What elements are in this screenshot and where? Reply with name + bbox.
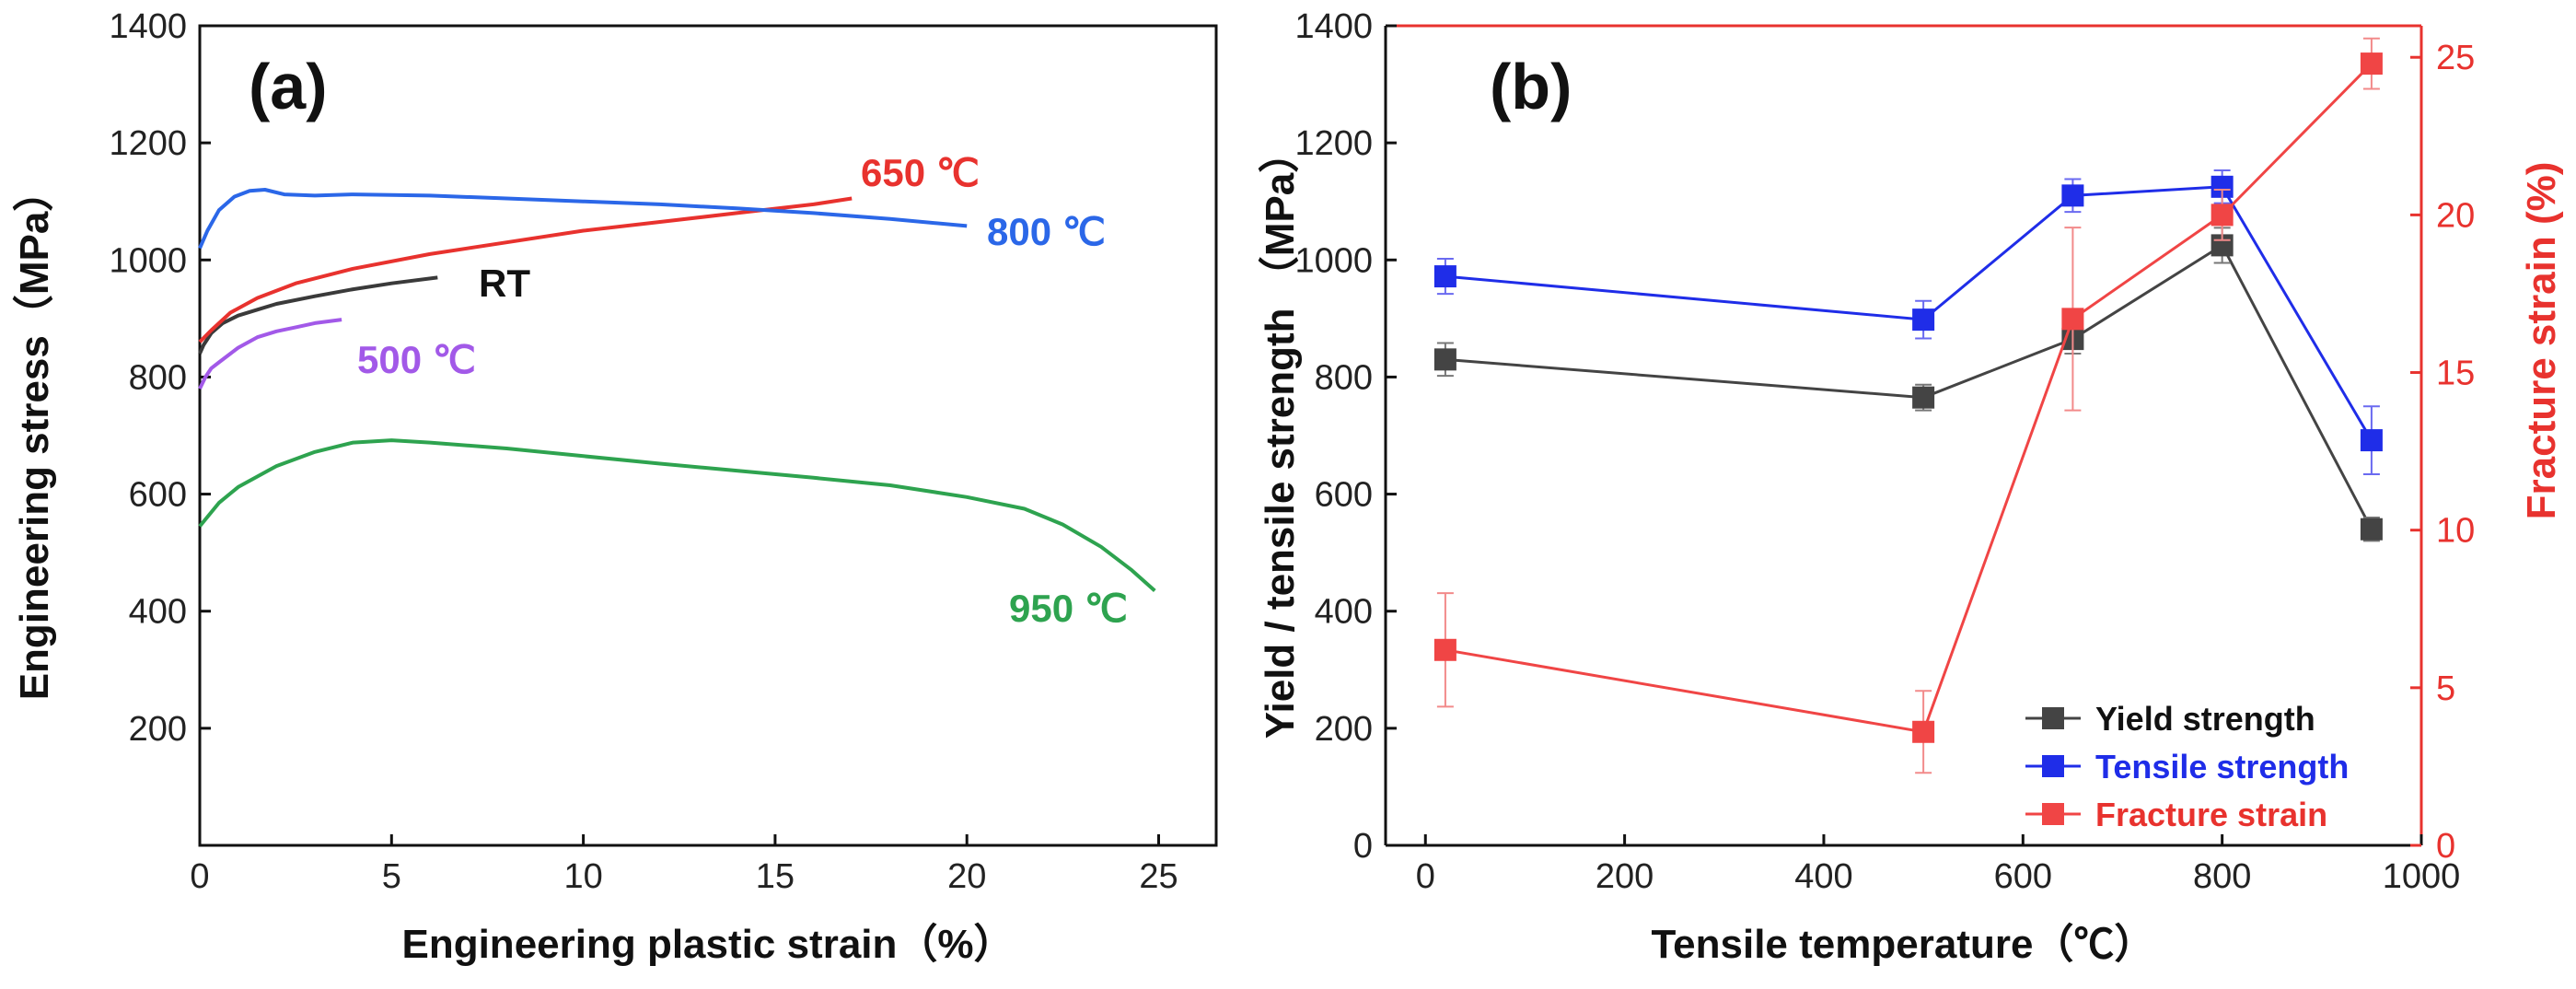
panel-a-x-tick-label: 10 [563,857,602,896]
panel-a-x-tick-label: 0 [190,857,209,896]
panel-b-x-ticks: 0 200 400 600 800 1000 [1416,834,2461,896]
curve-label-950: 950 ℃ [1009,587,1128,630]
marker-tensile-strength [2360,429,2383,452]
curve-label-650: 650 ℃ [861,151,980,194]
marker-yield-strength [2360,518,2383,541]
marker-fracture-strain [2360,52,2383,76]
panel-a-y-tick-label: 200 [129,710,187,749]
legend-marker-tensile-strength [2042,755,2064,777]
series-line-fracture-strain [1445,63,2373,734]
marker-fracture-strain [1912,720,1935,743]
panel-a-y-tick-label: 600 [129,476,187,515]
marker-tensile-strength [1433,265,1456,288]
panel-b-y-tick-label: 1400 [1294,7,1373,46]
panel-b-y2-tick-label: 20 [2436,196,2475,235]
panel-b-x-tick-label: 800 [2193,857,2251,896]
curve-950 [198,438,1156,592]
panel-b-y2-tick-label: 0 [2436,827,2455,866]
panel-b-x-axis-label: Tensile temperature（℃） [1652,922,2155,967]
panel-b-y2-tick-label: 10 [2436,512,2475,551]
panel-a-y-tick-label: 1400 [109,7,187,46]
panel-a-y-ticks: 200 400 600 800 1000 1200 1400 [109,7,211,749]
panel-a-x-tick-label: 15 [756,857,795,896]
panel-b-y2-tick-label: 25 [2436,39,2475,77]
curve-label-500: 500 ℃ [357,338,476,381]
panel-a-y-tick-label: 1000 [109,241,187,280]
legend-marker-fracture-strain [2042,803,2064,825]
legend-label-tensile-strength: Tensile strength [2095,748,2349,785]
panel-a: (a) 0 5 10 15 20 25 200400600800100012001400 … [12,7,1218,967]
panel-b-x-tick-label: 200 [1595,857,1654,896]
legend-marker-yield-strength [2042,707,2064,729]
panel-a-curves [198,188,1156,592]
panel-b-x-tick-label: 600 [1994,857,2052,896]
panel-a-y-tick-label: 800 [129,358,187,397]
panel-b-y-axis-label: Yield / tensile strength （MPa） [1258,133,1303,739]
panel-b-x-tick-label: 0 [1416,857,1435,896]
panel-a-label: (a) [249,51,328,122]
panel-a-y-tick-label: 1200 [109,124,187,163]
panel-b-y-tick-label: 1200 [1294,124,1373,163]
marker-fracture-strain [1433,638,1456,661]
legend-label-fracture-strain: Fracture strain [2095,796,2327,833]
panel-b-x-tick-label: 400 [1794,857,1852,896]
marker-yield-strength [1912,386,1935,409]
curve-RT [198,275,438,355]
panel-a-x-ticks: 0 5 10 15 20 25 [190,834,1178,896]
panel-b-y-tick-label: 600 [1315,476,1373,515]
panel-b-y-ticks: 0 200 400 600 800 1000 1200 1400 [1294,7,1397,866]
panel-b-y-tick-label: 400 [1315,593,1373,632]
panel-b-label: (b) [1490,51,1572,122]
panel-b-y-tick-label: 800 [1315,358,1373,397]
marker-fracture-strain [2210,204,2234,227]
panel-a-x-tick-label: 20 [947,857,986,896]
panel-b-legend: Yield strength Tensile strength Fracture s… [2025,700,2349,833]
panel-b-y2-tick-label: 15 [2436,355,2475,393]
panel-a-y-tick-label: 400 [129,593,187,632]
panel-a-y-axis-label: Engineering stress（MPa） [12,171,57,701]
panel-b-y2-tick-label: 5 [2436,669,2455,708]
marker-fracture-strain [2061,308,2084,331]
panel-b-y-tick-label: 0 [1353,827,1373,866]
marker-yield-strength [1433,348,1456,371]
panel-b-series [1433,37,2383,774]
curve-650 [198,196,853,343]
panel-b-x-tick-label: 1000 [2383,857,2461,896]
curve-800 [198,188,968,250]
panel-b-y2-ticks: 0 5 10 15 20 25 [2410,39,2475,866]
panel-b-y-tick-label: 200 [1315,710,1373,749]
panel-a-x-axis-label: Engineering plastic strain（%） [401,922,1014,967]
curve-label-rt: RT [479,262,530,305]
panel-b: (b) 0 200 400 600 800 1000 020040060080010001… [1258,7,2564,967]
panel-a-x-tick-label: 5 [382,857,401,896]
panel-a-plot-frame [198,24,1218,847]
marker-tensile-strength [2061,184,2084,207]
marker-tensile-strength [1912,308,1935,332]
panel-b-y-tick-label: 1000 [1294,241,1373,280]
curve-500 [198,318,342,390]
curve-label-800: 800 ℃ [987,210,1106,253]
legend-label-yield-strength: Yield strength [2095,700,2315,738]
panel-b-y2-axis-label: Fracture strain (%) [2519,162,2564,520]
panel-a-x-tick-label: 25 [1139,857,1178,896]
